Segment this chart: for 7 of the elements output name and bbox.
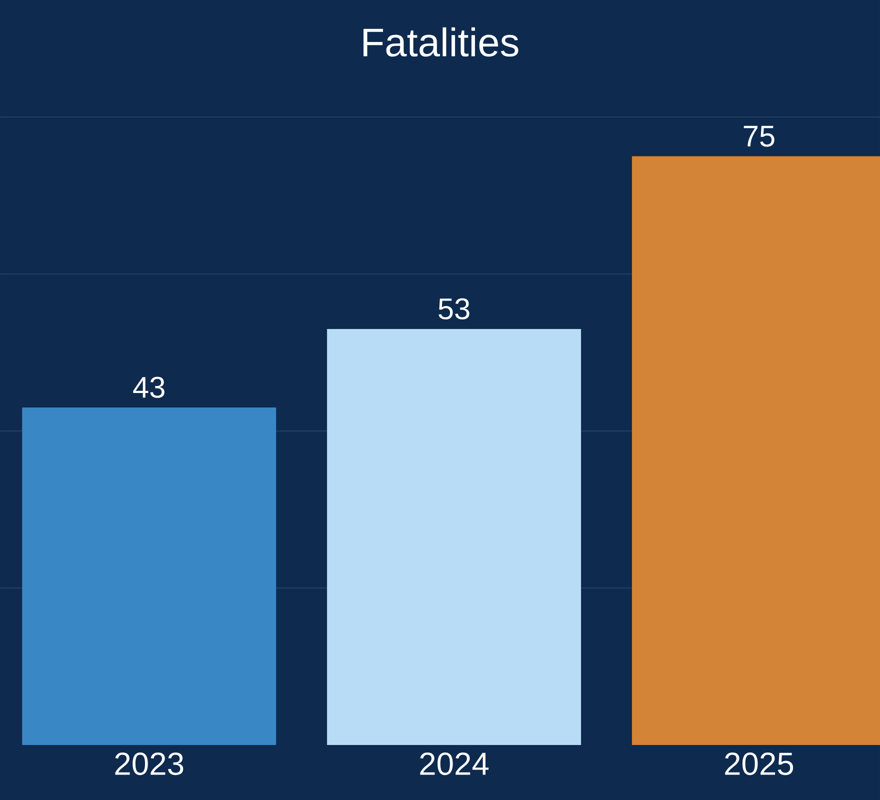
- x-tick-label: 2023: [115, 752, 184, 776]
- data-label: 43: [133, 376, 164, 398]
- x-tick-label: 2025: [725, 752, 794, 776]
- chart-title: Fatalities: [364, 27, 518, 57]
- data-label: 53: [438, 298, 470, 320]
- data-label: 75: [744, 126, 774, 147]
- x-tick-label: 2024: [420, 752, 489, 776]
